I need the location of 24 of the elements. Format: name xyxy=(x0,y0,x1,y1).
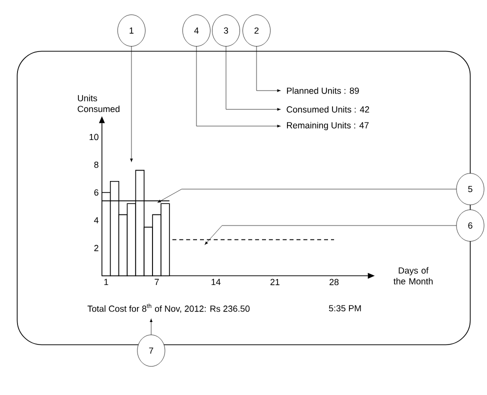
text: 5 xyxy=(468,186,472,192)
text: 3 xyxy=(224,27,228,34)
y-tick-label: 4 xyxy=(94,217,99,224)
x-axis-title: Days of the Month xyxy=(394,267,433,284)
text: 2 xyxy=(254,27,259,34)
x-tick-label: 7 xyxy=(154,278,159,286)
x-tick-label: 28 xyxy=(330,278,339,286)
y-axis-title: Units Consumed xyxy=(78,94,120,112)
text: 1 xyxy=(130,28,134,34)
annotation: Remaining Units : 47 xyxy=(287,122,369,130)
y-tick-label: 2 xyxy=(94,244,98,252)
text: 6 xyxy=(468,222,472,229)
text: Planned Units : 89 xyxy=(287,87,359,94)
y-tick-label: 8 xyxy=(94,162,98,168)
x-tick-label: 1 xyxy=(104,278,108,286)
text: 7 xyxy=(149,348,154,354)
text: Consumed Units : 42 xyxy=(286,106,370,113)
x-tick-label: 21 xyxy=(270,278,280,286)
text: 5:35 PM xyxy=(328,305,361,312)
text: 4 xyxy=(194,28,199,34)
text: Total Cost for 8$^{th}$ of Nov, 2012: Rs 236.50 xyxy=(88,304,250,313)
y-tick-label: 10 xyxy=(90,134,98,140)
x-tick-label: 14 xyxy=(212,278,221,286)
y-tick-label: 6 xyxy=(94,189,98,196)
